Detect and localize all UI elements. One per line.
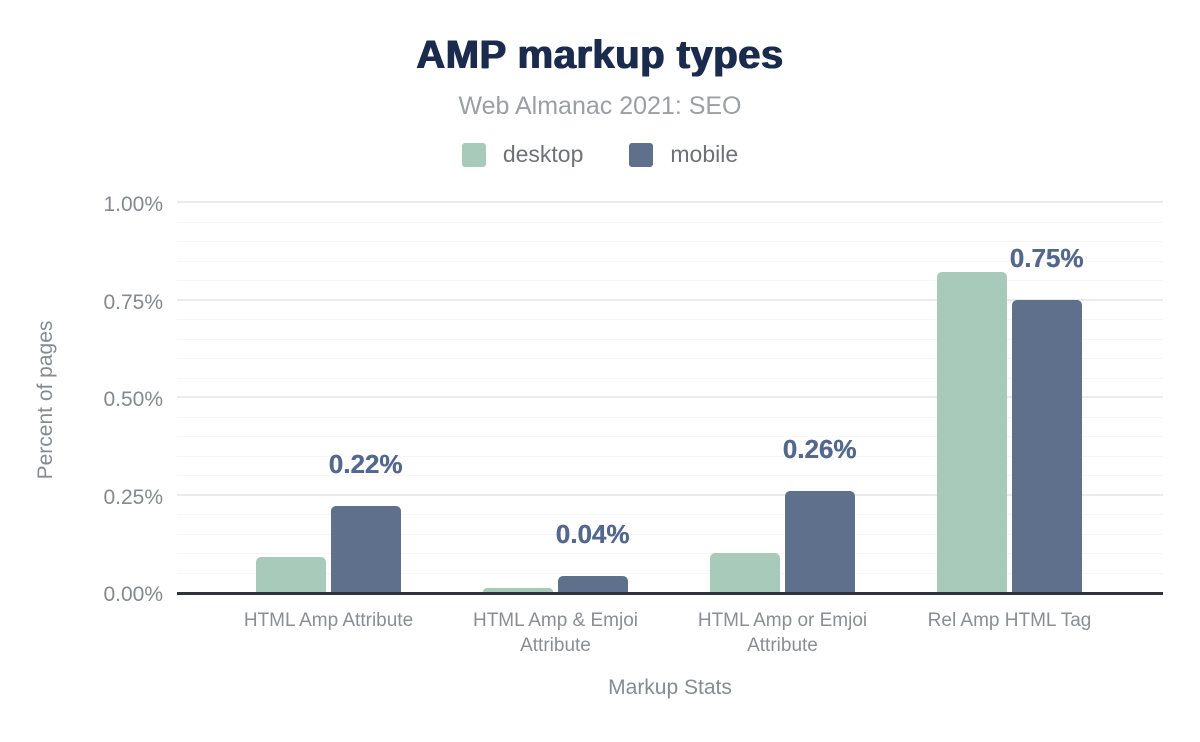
gridline-minor [177,338,1163,340]
bar-mobile [785,490,855,592]
legend-label-mobile: mobile [670,141,739,167]
bar-desktop [256,556,326,592]
x-category-label: Rel Amp HTML Tag [927,610,1092,631]
gridline-minor [177,319,1163,320]
chart-title: AMP markup types [416,33,784,77]
bar-mobile [558,576,628,592]
y-tick-label: 0.50% [103,388,163,411]
legend-label-desktop: desktop [502,141,584,167]
bar-desktop [483,588,553,592]
gridline-minor [177,358,1163,359]
gridline-minor [177,572,1163,574]
y-axis-ticks: 1.00% 0.75% 0.50% 0.25% 0.00% [0,0,163,742]
x-category-label: HTML Amp & Emjoi Attribute [472,610,639,656]
bar-group: 0.75% [896,205,1123,592]
gridline-minor [177,436,1163,437]
bar-group: 0.22% [215,205,442,592]
x-category-label: HTML Amp or Emjoi Attribute [697,610,868,656]
gridline-minor [177,553,1163,554]
legend-item-mobile: mobile [629,141,738,168]
bar-groups: 0.22% 0.04% 0.26% 0.75% [215,205,1123,592]
legend-item-desktop: desktop [461,141,584,168]
x-axis-title: Markup Stats [608,676,732,699]
gridline-major [177,298,1163,301]
gridline-major [177,396,1163,398]
bar-group: 0.04% [442,205,669,592]
legend-swatch-desktop [461,142,486,167]
gridline-minor [177,241,1163,242]
gridline-major [177,493,1163,496]
legend-swatch-mobile [629,142,654,167]
gridline-minor [177,455,1163,457]
chart-subtitle: Web Almanac 2021: SEO [458,92,742,120]
gridline-minor [177,260,1163,262]
gridline-minor [177,514,1163,515]
bar-value-label: 0.04% [555,519,630,550]
y-tick-label: 1.00% [103,193,163,216]
gridline-major [177,201,1163,203]
x-category-label: HTML Amp Attribute [243,610,414,631]
plot-area: 0.22% 0.04% 0.26% 0.75% [177,201,1163,595]
gridline-minor [177,475,1163,476]
gridline-minor [177,377,1163,379]
bar-value-label: 0.26% [782,433,857,464]
bar-group: 0.26% [669,205,896,592]
gridline-minor [177,280,1163,281]
gridline-minor [177,221,1163,223]
gridline-minor [177,416,1163,418]
bar-mobile [1012,299,1082,592]
x-axis-category-labels: HTML Amp Attribute HTML Amp & Emjoi Attri… [215,609,1123,658]
bar-value-label: 0.75% [1009,242,1084,273]
bar-desktop [937,272,1007,592]
legend: desktop mobile [0,141,1200,168]
bar-mobile [331,506,401,592]
y-tick-label: 0.75% [103,290,163,314]
y-tick-label: 0.25% [103,485,163,509]
y-tick-label: 0.00% [103,583,163,606]
bar-value-label: 0.22% [328,449,403,480]
bar-desktop [710,553,780,592]
gridline-minor [177,533,1163,535]
